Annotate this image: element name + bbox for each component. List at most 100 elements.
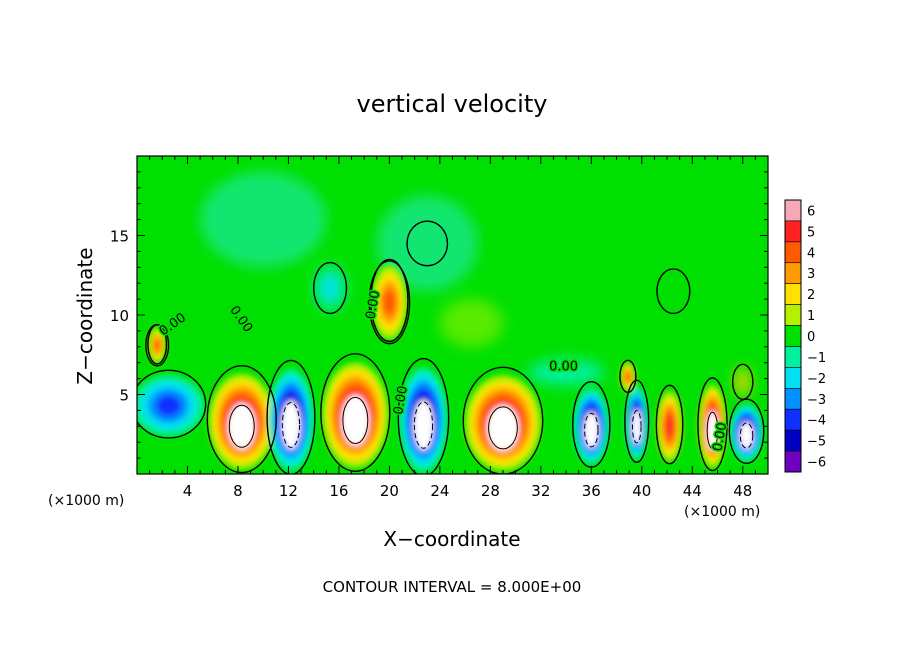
core-contour-5 [584, 412, 599, 448]
colorbar-label: 3 [807, 267, 815, 282]
x-unit-left: (×1000 m) [48, 493, 124, 509]
x-tick-label: 24 [430, 482, 449, 500]
core-contour-6 [631, 410, 642, 444]
field-cell-16-level-1 [528, 359, 604, 385]
field-cell-2-saturated [341, 395, 370, 446]
colorbar-label: 4 [807, 246, 815, 261]
core-contour-3 [413, 401, 434, 449]
colorbar-label: 0 [807, 330, 815, 345]
colorbar-swatch [784, 283, 802, 305]
upper-contour-5 [731, 363, 754, 400]
field-cell-1-saturated [281, 400, 301, 450]
x-axis: 4 8 12 16 20 24 28 32 36 40 44 48 [136, 156, 769, 500]
x-tick-label: 4 [183, 482, 193, 500]
zero-contour-1 [266, 359, 316, 474]
colorbar-label: 2 [807, 288, 815, 303]
plot-area: 0.00 0.00 0.000.000.000.00 [137, 156, 768, 474]
field-cell-0-saturated [227, 403, 256, 450]
x-tick-label: 40 [632, 482, 651, 500]
y-tick-label: 5 [119, 387, 129, 405]
field-cell-12-level-4 [383, 289, 396, 315]
contour-label: 0.00 [710, 421, 730, 452]
colorbar-label: 1 [807, 309, 815, 324]
x-tick-label: 20 [380, 482, 399, 500]
x-tick-label: 36 [582, 482, 601, 500]
zero-contour-10 [137, 369, 207, 439]
field-cell-5-saturated [583, 411, 599, 449]
core-contour-0 [228, 404, 255, 448]
field-cell-4-saturated [487, 404, 519, 451]
core-contour-2 [342, 396, 369, 445]
contour-label: 0.00 [549, 360, 578, 375]
y-axis: 5 10 15 [110, 155, 768, 475]
colorbar-swatch [784, 429, 802, 452]
contour-label: 0.00 [391, 385, 411, 416]
colorbar-label: −4 [807, 414, 826, 429]
x-tick-label: 44 [683, 482, 702, 500]
y-tick-label: 10 [110, 307, 129, 325]
colorbar-swatch [784, 304, 802, 326]
zero-contour-14 [619, 359, 637, 394]
field-cell-13-level-2 [320, 274, 340, 302]
zero-contour-6 [624, 379, 650, 463]
field-cell-8-saturated [706, 410, 719, 451]
chart-title: vertical velocity [357, 90, 548, 118]
colorbar-label: −3 [807, 393, 826, 408]
field-cell-6-saturated [631, 409, 642, 445]
x-axis-label: X−coordinate [383, 527, 520, 551]
field-cell-10-level-4 [156, 395, 181, 417]
zero-contour-8 [697, 377, 728, 472]
field-cell-3-saturated [413, 400, 434, 451]
zero-contour-4 [462, 366, 544, 474]
core-contour-1 [281, 402, 301, 448]
field-cell-14-level-4 [625, 372, 631, 382]
upper-contour-2 [406, 220, 449, 267]
x-tick-label: 28 [481, 482, 500, 500]
colorbar-swatch [784, 199, 802, 222]
colorbar-swatch [784, 408, 802, 431]
field-cell-19-level-1 [200, 171, 327, 268]
field-cell-17-level-1 [439, 299, 503, 347]
field-cell-9-saturated [739, 421, 754, 450]
colorbar: 6 5 4 3 2 1 0 −1 −2 −3 −4 −5 −6 [784, 199, 826, 473]
upper-contour-4 [656, 268, 691, 315]
colorbar-label: −6 [807, 456, 826, 471]
colorbar-label: 5 [807, 225, 815, 240]
colorbar-frame [784, 199, 802, 473]
x-tick-label: 48 [733, 482, 752, 500]
zero-contour-12 [370, 258, 409, 343]
colorbar-swatch [784, 262, 802, 284]
colorbar-label: −1 [807, 351, 826, 366]
contour-interval-note: CONTOUR INTERVAL = 8.000E+00 [323, 578, 582, 596]
velocity-cores [137, 265, 763, 473]
field-cell-7-level-5 [665, 416, 674, 437]
colorbar-label: 6 [807, 204, 815, 219]
colorbar-swatch [784, 241, 802, 264]
upper-contour-3 [145, 323, 170, 367]
colorbar-swatch [784, 367, 802, 389]
colorbar-swatch [784, 450, 802, 473]
zero-contour-9 [728, 398, 765, 464]
upper-contour-1 [312, 261, 348, 315]
core-contour-9 [739, 422, 754, 449]
upper-contour-0 [368, 260, 411, 345]
colorbar-label: −5 [807, 435, 826, 450]
field-cell-15-level-3 [739, 375, 747, 389]
field-cell-11-level-4 [154, 339, 161, 352]
zero-contour-0 [206, 365, 277, 474]
contour-label: 0.00 [363, 289, 383, 320]
colorbar-label: −2 [807, 372, 826, 387]
x-unit-right: (×1000 m) [684, 504, 760, 520]
velocity-field [200, 171, 751, 397]
core-contour-8 [706, 411, 719, 450]
colorbar-swatch [784, 325, 802, 347]
zero-contour-7 [655, 384, 684, 465]
field-cell-18-level-1 [376, 195, 478, 292]
x-tick-label: 32 [531, 482, 550, 500]
zero-contour-3 [397, 357, 450, 474]
colorbar-swatch [784, 388, 802, 410]
zero-contour-2 [320, 353, 391, 473]
colorbar-swatch [784, 220, 802, 243]
x-tick-label: 8 [233, 482, 243, 500]
colorbar-swatch [784, 346, 802, 368]
